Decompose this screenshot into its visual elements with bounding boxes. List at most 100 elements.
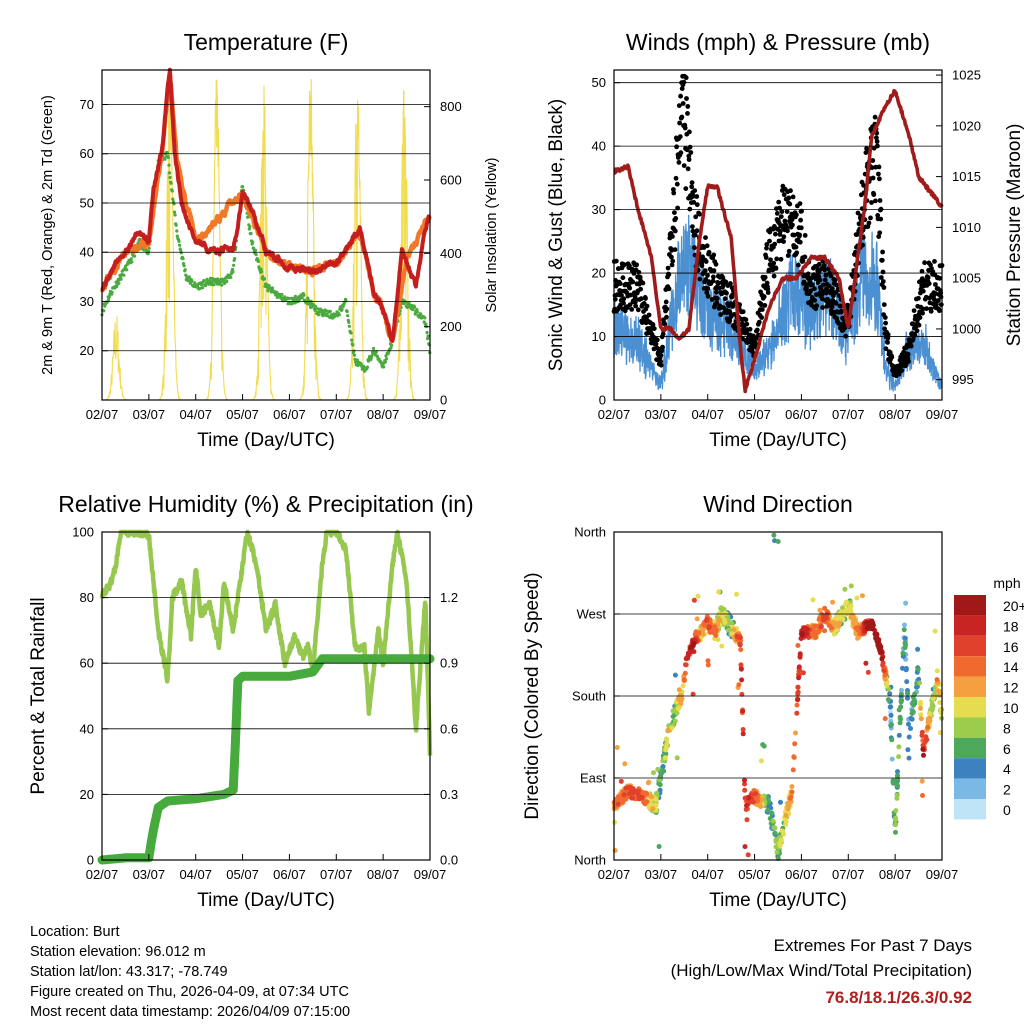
gust-point — [771, 260, 777, 266]
direction-point — [740, 708, 746, 714]
direction-point — [897, 720, 903, 726]
gust-point — [786, 248, 792, 254]
gust-point — [794, 250, 800, 256]
direction-point — [934, 677, 940, 683]
direction-point — [639, 795, 645, 800]
direction-point — [771, 825, 777, 831]
gust-point — [820, 305, 825, 310]
direction-point — [816, 628, 822, 634]
temperature-xtick-label: 09/07 — [414, 407, 447, 422]
temperature-xtick-label: 03/07 — [133, 407, 166, 422]
gust-point — [703, 235, 708, 241]
dewpoint-point — [179, 248, 183, 252]
dewpoint-point — [208, 276, 213, 280]
dewpoint-point — [181, 257, 185, 261]
dewpoint-point — [426, 337, 430, 341]
legend-swatch — [954, 595, 986, 616]
gust-point — [916, 322, 922, 328]
legend-label: 18 — [1003, 618, 1019, 634]
gust-point — [644, 303, 650, 309]
winds-xtick-label: 05/07 — [738, 407, 771, 422]
dewpoint-point — [179, 251, 183, 255]
gust-point — [686, 157, 692, 163]
gust-point — [928, 308, 934, 314]
winds-ytick-label: 50 — [592, 75, 606, 90]
gust-point — [669, 262, 675, 268]
direction-point — [660, 768, 666, 774]
gust-point — [686, 153, 692, 159]
direction-point — [758, 758, 764, 764]
winds-ylabel: Sonic Wind & Gust (Blue, Black) — [546, 99, 567, 371]
legend-swatch — [954, 799, 986, 820]
gust-point — [672, 228, 678, 234]
direction-point — [932, 628, 938, 634]
gust-point — [784, 224, 790, 230]
dewpoint-point — [423, 316, 427, 320]
direction-point — [704, 616, 710, 622]
direction-point — [918, 705, 923, 711]
direction-point — [777, 843, 783, 849]
gust-point — [693, 214, 699, 220]
direction-point — [905, 695, 910, 701]
direction-point — [794, 702, 800, 708]
gust-point — [823, 273, 829, 278]
dewpoint-point — [350, 338, 354, 342]
gust-point — [679, 114, 685, 120]
direction-point — [691, 597, 697, 603]
direction-point — [760, 742, 766, 748]
legend-swatch — [954, 635, 986, 657]
direction-point — [889, 737, 895, 743]
gust-point — [860, 242, 865, 248]
dewpoint-point — [261, 275, 265, 279]
direction-point — [919, 729, 925, 735]
gust-point — [714, 296, 720, 301]
gust-point — [881, 302, 887, 307]
direction-point — [906, 734, 912, 740]
legend-label: 12 — [1003, 680, 1019, 696]
dewpoint-point — [182, 264, 186, 268]
gust-point — [613, 258, 619, 264]
gust-point — [683, 186, 689, 192]
gust-point — [646, 312, 652, 318]
gust-point — [635, 307, 641, 313]
direction-point — [722, 617, 727, 623]
direction-xtick-label: 09/07 — [926, 867, 959, 882]
gust-point — [774, 211, 780, 216]
temperature-xtick-label: 04/07 — [179, 407, 212, 422]
gust-point — [790, 194, 796, 200]
gust-point — [651, 326, 657, 331]
humidity-xtick-label: 07/07 — [320, 867, 353, 882]
gust-point — [711, 274, 716, 280]
direction-point — [895, 783, 900, 789]
temperature-ytick-right-label: 200 — [440, 319, 462, 334]
direction-point — [822, 628, 827, 634]
gust-point — [697, 211, 702, 217]
gust-point — [877, 198, 883, 203]
direction-point — [888, 712, 894, 718]
gust-point — [786, 195, 792, 201]
gust-point — [763, 255, 769, 260]
direction-point — [817, 607, 823, 613]
dewpoint-point — [302, 293, 306, 297]
winds-xtick-label: 03/07 — [645, 407, 678, 422]
dewpoint-point — [119, 277, 123, 281]
legend-title: mph — [993, 575, 1020, 591]
gust-point — [690, 228, 696, 234]
direction-point — [775, 539, 781, 544]
dewpoint-point — [230, 267, 235, 271]
legend-swatch — [954, 778, 986, 799]
direction-point — [744, 803, 749, 808]
direction-point — [859, 593, 865, 599]
humidity-ytick-label: 60 — [80, 656, 94, 671]
dewpoint-point — [415, 307, 419, 312]
direction-point — [769, 810, 775, 816]
direction-point — [842, 586, 848, 592]
dewpoint-point — [347, 324, 351, 328]
direction-point — [874, 638, 880, 643]
gust-point — [689, 180, 695, 186]
direction-point — [672, 672, 678, 678]
dewpoint-point — [133, 254, 137, 258]
dewpoint-point — [351, 343, 355, 347]
info-created: Figure created on Thu, 2026-04-09, at 07… — [30, 984, 349, 1000]
direction-point — [791, 754, 797, 760]
